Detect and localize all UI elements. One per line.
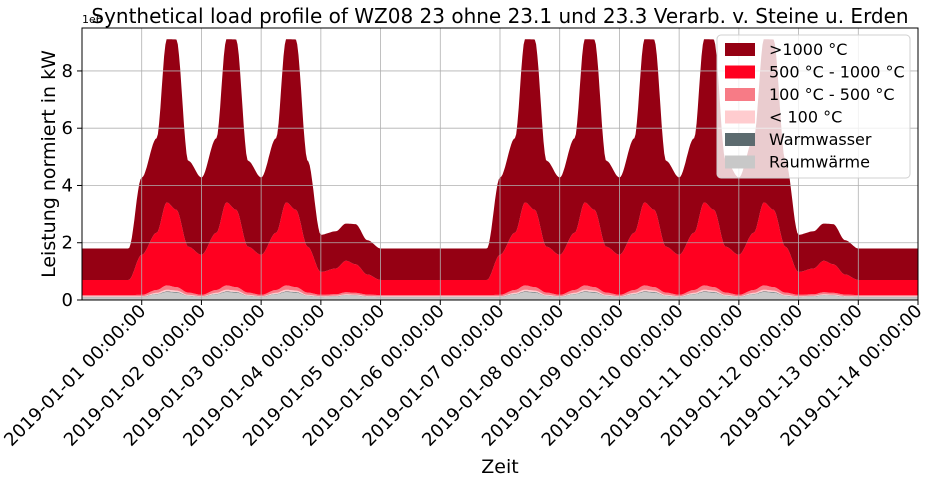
legend-label: < 100 °C [769,108,842,127]
area-series-1 [82,291,918,298]
y-tick-label: 4 [62,175,73,196]
legend-swatch [725,110,755,124]
area-series-4 [82,202,918,296]
legend-swatch [725,88,755,101]
y-tick-label: 6 [62,118,73,139]
y-tick-label: 0 [62,290,73,311]
legend-label: 100 °C - 500 °C [769,85,895,104]
area-series-3 [82,285,918,297]
legend-swatch [725,133,755,146]
chart-title: Synthetical load profile of WZ08 23 ohne… [91,4,908,28]
legend-label: >1000 °C [769,40,847,59]
legend-label: 500 °C - 1000 °C [769,63,905,82]
legend-label: Raumwärme [769,153,870,172]
area-series-5 [82,39,918,281]
area-series-0 [82,292,918,300]
area-series-2 [82,289,918,297]
legend-box [716,34,911,179]
y-scale-label: 1e6 [82,13,103,26]
legend-label: Warmwasser [769,130,872,149]
y-tick-label: 8 [62,61,73,82]
legend-swatch [725,43,755,56]
legend: >1000 °C 500 °C - 1000 °C 100 °C - 500 °C <… [716,34,911,179]
y-tick-label: 2 [62,233,73,254]
legend-swatch [725,65,755,79]
y-axis-label: Leistung normiert in kW [38,50,60,278]
legend-swatch [725,155,755,169]
x-axis-label: Zeit [481,456,518,478]
